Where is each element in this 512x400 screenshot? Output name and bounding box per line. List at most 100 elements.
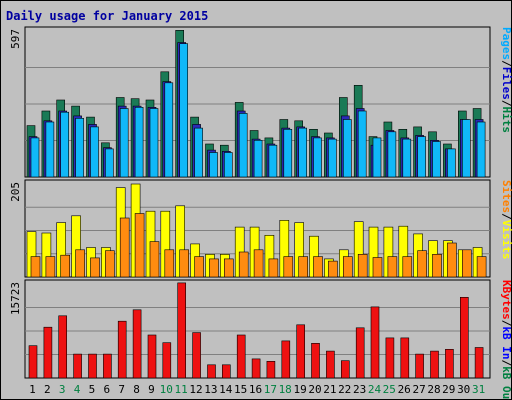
legend-item-sites: Sites: [500, 180, 512, 213]
x-tick-label: 27: [412, 383, 425, 396]
bar-visits-sites: [30, 256, 41, 278]
bar-kbytes-kbytes: [236, 334, 246, 379]
bar-hits-pages: [417, 136, 426, 178]
bar-visits-sites: [357, 254, 368, 278]
legend-item-pages: Pages: [500, 27, 512, 60]
x-tick-label: 4: [74, 383, 81, 396]
bar-visits-sites: [372, 257, 383, 278]
bar-visits-sites: [313, 256, 323, 278]
x-tick-label: 24: [368, 383, 382, 396]
bar-visits-sites: [387, 256, 398, 278]
bar-kbytes-kbytes: [415, 353, 424, 379]
x-tick-label: 13: [204, 383, 217, 396]
bar-hits-pages: [194, 127, 203, 178]
bar-visits-sites: [476, 256, 487, 278]
bar-visits-sites: [134, 213, 145, 278]
x-tick-label: 7: [118, 383, 125, 396]
x-tick-label: 20: [308, 383, 321, 396]
bar-visits-sites: [417, 250, 427, 278]
x-tick-label: 1: [29, 383, 36, 396]
bar-kbytes-kbytes: [445, 348, 454, 379]
legend-separator: /: [500, 60, 512, 67]
bar-visits-sites: [402, 256, 413, 278]
legend-visits: Sites/Visits: [500, 180, 512, 260]
bar-hits-pages: [134, 107, 144, 178]
bar-hits-pages: [432, 141, 441, 178]
bar-hits-pages: [342, 119, 352, 178]
bar-hits-pages: [357, 110, 367, 178]
bar-hits-pages: [402, 138, 412, 178]
bar-hits-pages: [75, 118, 84, 178]
bar-hits-pages: [461, 119, 471, 178]
ymax-label-kbytes: 15723: [9, 282, 22, 315]
legend-text-hits: Pages/Files/Hits: [500, 27, 512, 133]
bar-kbytes-kbytes: [355, 327, 365, 379]
ymax-label-hits: 597: [9, 29, 22, 49]
bar-hits-pages: [476, 121, 486, 178]
x-tick-label: 23: [353, 383, 366, 396]
bar-kbytes-kbytes: [177, 282, 186, 379]
bar-kbytes-kbytes: [147, 334, 157, 379]
x-tick-label: 22: [338, 383, 351, 396]
bar-kbytes-kbytes: [296, 324, 306, 379]
x-tick-label: 26: [398, 383, 411, 396]
legend-separator: /: [500, 100, 512, 107]
bar-kbytes-kbytes: [326, 350, 335, 379]
bar-hits-pages: [447, 148, 456, 178]
legend-separator: /: [500, 320, 512, 327]
bar-visits-sites: [179, 249, 189, 278]
bar-hits-pages: [268, 144, 278, 178]
bar-hits-pages: [328, 138, 337, 178]
ymax-label-visits: 205: [9, 182, 22, 202]
bar-kbytes-kbytes: [207, 364, 216, 379]
bar-kbytes-kbytes: [132, 309, 142, 379]
bar-visits-sites: [432, 254, 442, 278]
bar-kbytes-kbytes: [385, 337, 395, 379]
x-tick-label: 5: [89, 383, 96, 396]
bar-hits-pages: [283, 129, 293, 178]
bar-hits-pages: [45, 121, 55, 178]
bar-kbytes-kbytes: [370, 306, 380, 379]
bar-kbytes-kbytes: [222, 364, 231, 379]
bar-visits-sites: [60, 254, 71, 278]
bar-kbytes-kbytes: [474, 347, 484, 379]
chart-title: Daily usage for January 2015: [6, 9, 208, 23]
x-axis-labels: 1 2 3 4 5 6 7 8 9 10 11 12 13 14 15 16 17 18 19 20 21 22 23 24 2…: [29, 383, 485, 396]
legend-item-hits: Hits: [500, 107, 512, 134]
legend-text-visits: Sites/Visits: [500, 180, 512, 260]
bar-visits-sites: [149, 241, 160, 278]
legend-item-kbytes: KBytes: [500, 280, 512, 320]
panel-visits: 205 Sites/Visits: [9, 179, 512, 278]
bar-hits-pages: [224, 152, 233, 178]
legend-item-kb-out: kB Out: [500, 366, 512, 400]
bars-kbytes: [28, 282, 484, 379]
legend-hits: Pages/Files/Hits: [500, 27, 512, 133]
x-tick-label: 9: [148, 383, 155, 396]
x-tick-label: 2: [44, 383, 51, 396]
bar-visits-sites: [164, 249, 175, 278]
bar-visits-sites: [268, 258, 279, 278]
x-tick-label: 14: [219, 383, 233, 396]
x-tick-label: 28: [427, 383, 440, 396]
bars-hits: [26, 29, 486, 178]
bar-visits-sites: [461, 249, 472, 278]
bar-hits-pages: [179, 43, 188, 178]
bar-kbytes-kbytes: [400, 337, 410, 379]
bar-kbytes-kbytes: [117, 320, 127, 379]
x-tick-label: 3: [59, 383, 66, 396]
x-tick-label: 18: [279, 383, 292, 396]
bar-visits-sites: [238, 251, 249, 278]
bar-kbytes-kbytes: [281, 340, 291, 379]
x-tick-label: 16: [249, 383, 262, 396]
bars-visits: [26, 183, 487, 278]
bar-hits-pages: [313, 137, 322, 178]
bar-kbytes-kbytes: [28, 345, 38, 379]
bar-visits-sites: [194, 256, 204, 278]
bar-hits-pages: [238, 113, 248, 178]
bar-kbytes-kbytes: [162, 342, 172, 379]
bar-visits-sites: [75, 249, 85, 278]
bar-hits-pages: [387, 131, 397, 178]
bar-visits-sites: [90, 257, 100, 278]
